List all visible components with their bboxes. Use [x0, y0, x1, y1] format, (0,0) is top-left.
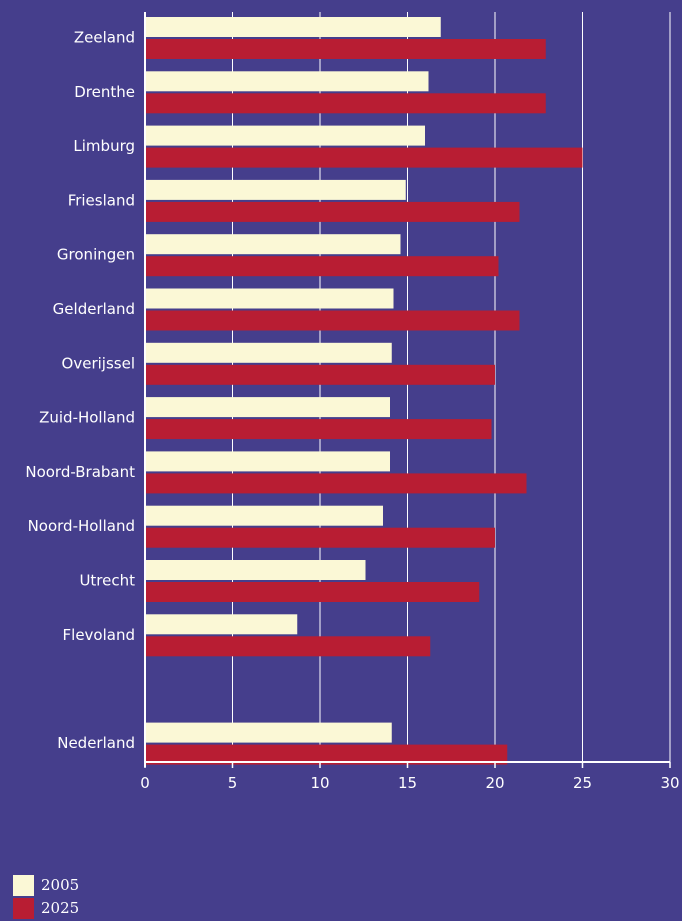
bar-gelderland-2025: [145, 311, 520, 331]
category-label: Groningen: [57, 246, 135, 264]
bar-limburg-2005: [145, 126, 425, 146]
bar-noord-holland-2005: [145, 506, 383, 526]
bar-drenthe-2005: [145, 71, 429, 91]
bar-nederland-2005: [145, 723, 392, 743]
bar-utrecht-2025: [145, 582, 479, 602]
legend: 2005 2025: [13, 875, 79, 919]
bar-overijssel-2025: [145, 365, 495, 385]
bar-overijssel-2005: [145, 343, 392, 363]
category-label: Noord-Holland: [28, 517, 135, 535]
bar-noord-holland-2025: [145, 528, 495, 548]
x-tick-label: 10: [310, 774, 329, 792]
category-label: Friesland: [68, 191, 135, 209]
category-label: Noord-Brabant: [25, 463, 135, 481]
bar-zuid-holland-2005: [145, 397, 390, 417]
category-labels: Zeeland Drenthe Limburg Friesland Groningen G…: [25, 29, 135, 753]
bar-friesland-2005: [145, 180, 406, 200]
legend-label-2025: 2025: [41, 899, 79, 917]
category-label: Zuid-Holland: [39, 409, 135, 427]
bar-groningen-2025: [145, 256, 499, 276]
bar-groningen-2005: [145, 234, 401, 254]
category-label: Overijssel: [62, 354, 135, 372]
legend-swatch-2025: [13, 898, 34, 919]
x-tick-label: 15: [398, 774, 417, 792]
legend-label-2005: 2005: [41, 876, 79, 894]
category-label: Limburg: [73, 137, 135, 155]
legend-swatch-2005: [13, 875, 34, 896]
x-tick-label: 30: [660, 774, 679, 792]
category-label: Nederland: [57, 734, 135, 752]
x-tick-label: 5: [228, 774, 238, 792]
bar-noord-brabant-2005: [145, 451, 390, 471]
bar-zeeland-2025: [145, 39, 546, 59]
bar-flevoland-2025: [145, 636, 430, 656]
bar-utrecht-2005: [145, 560, 366, 580]
bar-gelderland-2005: [145, 289, 394, 309]
bar-flevoland-2005: [145, 614, 297, 634]
category-label: Gelderland: [53, 300, 135, 318]
x-tick-label: 25: [573, 774, 592, 792]
bar-limburg-2025: [145, 148, 583, 168]
category-label: Drenthe: [74, 83, 135, 101]
category-label: Flevoland: [63, 626, 135, 644]
x-tick-label: 0: [140, 774, 150, 792]
bar-zuid-holland-2025: [145, 419, 492, 439]
bar-noord-brabant-2025: [145, 473, 527, 493]
bar-friesland-2025: [145, 202, 520, 222]
bar-zeeland-2005: [145, 17, 441, 37]
category-label: Utrecht: [79, 572, 135, 590]
bars: [145, 17, 583, 765]
bar-drenthe-2025: [145, 93, 546, 113]
x-tick-label: 20: [485, 774, 504, 792]
category-label: Zeeland: [74, 29, 135, 47]
